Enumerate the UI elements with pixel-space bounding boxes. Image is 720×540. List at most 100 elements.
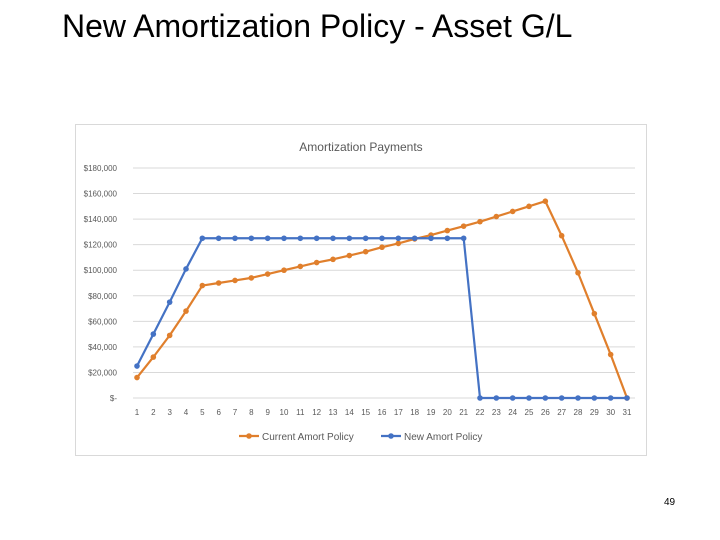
series-layer: [134, 198, 630, 401]
data-point: [591, 395, 598, 401]
x-tick-label: 11: [296, 408, 305, 417]
x-tick-label: 30: [606, 408, 615, 417]
x-tick-label: 7: [233, 408, 238, 417]
data-point: [411, 235, 418, 242]
data-point: [166, 332, 173, 339]
data-point: [248, 235, 255, 242]
legend-item: New Amort Policy: [381, 432, 482, 443]
data-point: [558, 395, 565, 401]
x-tick-label: 18: [410, 408, 419, 417]
x-tick-label: 14: [345, 408, 354, 417]
data-point: [134, 363, 140, 369]
data-point: [493, 213, 500, 220]
x-tick-label: 9: [265, 408, 270, 417]
data-point: [215, 235, 222, 242]
x-tick-label: 13: [329, 408, 338, 417]
legend: Current Amort Policy New Amort Policy: [239, 432, 482, 443]
x-tick-label: 8: [249, 408, 254, 417]
data-point: [444, 227, 451, 234]
y-tick-label: $60,000: [88, 317, 117, 326]
y-tick-label: $80,000: [88, 292, 117, 301]
data-point: [379, 244, 385, 251]
x-tick-label: 19: [427, 408, 436, 417]
x-tick-label: 24: [508, 408, 517, 417]
data-point: [134, 374, 140, 381]
x-tick-label: 28: [574, 408, 583, 417]
data-point: [542, 198, 549, 205]
data-point: [526, 203, 532, 210]
data-point: [607, 351, 614, 358]
y-tick-label: $40,000: [88, 343, 117, 352]
data-point: [313, 259, 320, 266]
y-tick-label: $120,000: [84, 241, 118, 250]
data-point: [313, 235, 320, 242]
slide-title: New Amortization Policy - Asset G/L: [62, 8, 573, 44]
chart-title: Amortization Payments: [299, 140, 422, 154]
data-point: [232, 277, 238, 284]
x-tick-label: 23: [492, 408, 501, 417]
data-point: [330, 235, 336, 242]
data-point: [346, 252, 353, 259]
x-tick-label: 6: [216, 408, 221, 417]
data-point: [166, 299, 173, 305]
legend-item: Current Amort Policy: [239, 432, 354, 443]
data-point: [493, 395, 500, 401]
x-tick-label: 31: [623, 408, 632, 417]
x-tick-label: 17: [394, 408, 403, 417]
data-point: [330, 256, 336, 263]
y-tick-label: $180,000: [84, 164, 118, 173]
y-tick-label: $100,000: [84, 266, 118, 275]
legend-label: Current Amort Policy: [262, 432, 354, 443]
data-point: [281, 235, 287, 242]
x-tick-label: 4: [184, 408, 189, 417]
data-point: [509, 208, 516, 215]
data-point: [460, 235, 467, 242]
legend-marker: [388, 433, 394, 439]
data-point: [297, 263, 304, 270]
x-tick-label: 16: [378, 408, 387, 417]
x-tick-label: 20: [443, 408, 452, 417]
y-tick-label: $160,000: [84, 190, 118, 199]
x-tick-label: 25: [525, 408, 534, 417]
x-tick-label: 12: [312, 408, 321, 417]
data-point: [575, 395, 581, 401]
data-point: [248, 275, 255, 281]
data-point: [199, 235, 206, 242]
data-point: [395, 240, 402, 247]
x-tick-label: 1: [135, 408, 140, 417]
x-tick-label: 21: [459, 408, 468, 417]
y-tick-label: $20,000: [88, 368, 117, 377]
data-point: [346, 235, 353, 242]
data-point: [558, 232, 565, 239]
amortization-line-chart: Amortization Payments $- $20,000 $40,000 $6…: [84, 140, 635, 443]
x-tick-label: 22: [476, 408, 485, 417]
data-point: [607, 395, 614, 401]
page-number: 49: [664, 497, 676, 508]
data-point: [542, 395, 549, 401]
data-point: [526, 395, 532, 401]
x-tick-label: 3: [167, 408, 172, 417]
data-point: [183, 266, 189, 272]
data-point: [477, 395, 483, 401]
data-point: [232, 235, 238, 242]
legend-label: New Amort Policy: [404, 432, 482, 443]
data-point: [150, 331, 157, 337]
data-point: [477, 218, 483, 225]
data-point: [264, 271, 271, 277]
series-line: [136, 200, 629, 399]
x-tick-label: 10: [280, 408, 289, 417]
data-point: [215, 280, 222, 286]
series-new: [134, 235, 630, 401]
x-tick-label: 15: [361, 408, 370, 417]
data-point: [297, 235, 304, 242]
data-point: [264, 235, 271, 242]
data-point: [362, 235, 369, 242]
gridlines: [133, 167, 635, 399]
x-axis-ticks: 1 2 3 4 5 6 7 8 9 10 11 12 13 14 15 16 17 18 19 20 21 22 23 24 2…: [135, 408, 632, 417]
data-point: [575, 269, 581, 276]
data-point: [199, 282, 206, 289]
legend-marker: [246, 433, 252, 439]
x-tick-label: 27: [557, 408, 566, 417]
data-point: [460, 223, 467, 229]
data-point: [150, 354, 157, 360]
